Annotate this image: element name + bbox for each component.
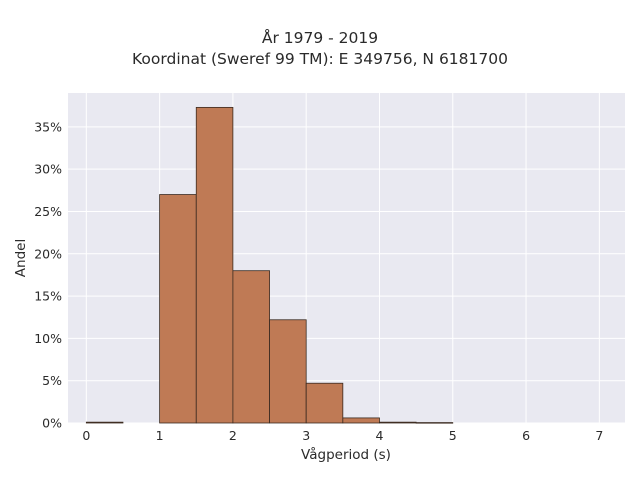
histogram-bar xyxy=(342,417,380,424)
y-tick-label: 15% xyxy=(34,289,62,304)
x-tick-label: 6 xyxy=(522,428,530,443)
x-tick-label: 1 xyxy=(156,428,164,443)
x-tick-label: 4 xyxy=(376,428,384,443)
histogram-bar xyxy=(85,421,124,424)
x-axis-label: Vågperiod (s) xyxy=(301,447,391,463)
y-tick-labels: 0% 5% 10% 15% 20% 25% 30% 35% xyxy=(34,119,62,430)
y-tick-label: 0% xyxy=(42,416,62,431)
histogram-bar xyxy=(269,319,307,424)
histogram-bar xyxy=(379,421,417,424)
chart-subtitle: Koordinat (Sweref 99 TM): E 349756, N 61… xyxy=(132,50,508,68)
y-tick-label: 30% xyxy=(34,162,62,177)
histogram-bar xyxy=(195,106,234,424)
y-axis-label: Andel xyxy=(13,238,29,278)
plot-area xyxy=(68,93,625,423)
histogram-bar xyxy=(415,422,454,424)
x-tick-label: 5 xyxy=(449,428,457,443)
y-tick-label: 20% xyxy=(34,246,62,261)
x-tick-label: 3 xyxy=(302,428,310,443)
y-tick-label: 5% xyxy=(42,373,62,388)
y-tick-label: 35% xyxy=(34,119,62,134)
histogram-bar xyxy=(232,270,270,424)
y-tick-label: 25% xyxy=(34,204,62,219)
x-tick-label: 7 xyxy=(595,428,603,443)
chart-title: År 1979 - 2019 xyxy=(261,29,379,47)
bars xyxy=(85,106,454,424)
x-tick-label: 2 xyxy=(229,428,237,443)
histogram-bar xyxy=(305,382,344,424)
x-tick-label: 0 xyxy=(82,428,90,443)
histogram-bar xyxy=(159,194,197,424)
y-tick-label: 10% xyxy=(34,331,62,346)
x-tick-labels: 0 1 2 3 4 5 6 7 xyxy=(82,428,603,443)
